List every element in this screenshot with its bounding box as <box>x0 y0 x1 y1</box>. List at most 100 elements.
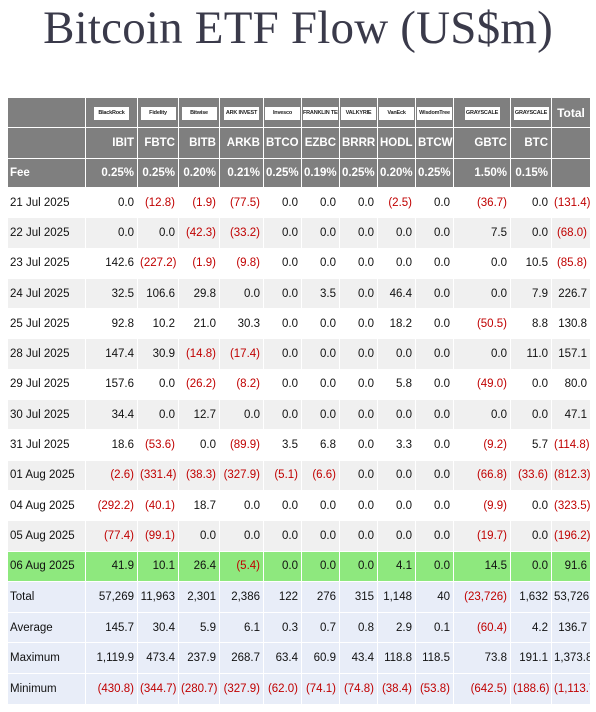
flow-value-cell: 0.0 <box>263 399 302 431</box>
flow-value-cell: 4.1 <box>377 550 416 582</box>
ticker-header: HODL <box>377 127 416 159</box>
total-cell: 91.6 <box>551 550 591 582</box>
flow-value-cell: 0.0 <box>415 338 454 370</box>
flow-value-cell: 0.3 <box>263 611 302 644</box>
flow-value-cell: 29.8 <box>178 277 220 310</box>
flow-value-cell: (77.4) <box>85 520 138 552</box>
flow-value-cell: 106.6 <box>137 277 179 310</box>
flow-value-cell: 0.0 <box>263 308 302 340</box>
flow-value-cell: (38.4) <box>377 673 416 706</box>
flow-value-cell: 34.4 <box>85 399 138 431</box>
flow-value-cell: (89.9) <box>219 429 264 461</box>
flow-value-cell: (2.5) <box>377 186 416 219</box>
flow-value-cell: 315 <box>339 580 378 613</box>
flow-row: 23 Jul 2025 142.6 (227.2) (1.9) (9.8) 0.0 0.0 0… <box>7 247 591 279</box>
flow-value-cell: (17.4) <box>219 338 264 370</box>
flow-value-cell: (38.3) <box>178 459 220 491</box>
flow-value-cell: 10.2 <box>137 308 179 340</box>
flow-row: 05 Aug 2025 (77.4) (99.1) 0.0 0.0 0.0 0.0 0.0 0.… <box>7 520 591 552</box>
flow-value-cell: (53.6) <box>137 429 179 461</box>
fee-cell: 1.50% <box>453 158 511 188</box>
flow-value-cell: 30.3 <box>219 308 264 340</box>
flow-row: 25 Jul 2025 92.8 10.2 21.0 30.3 0.0 0.0 0.0 18.2… <box>7 308 591 340</box>
ticker-header: BRRR <box>339 127 378 159</box>
flow-value-cell: 0.0 <box>301 550 340 582</box>
flow-value-cell: 0.0 <box>301 520 340 552</box>
date-cell: 24 Jul 2025 <box>7 277 86 310</box>
date-cell: 01 Aug 2025 <box>7 459 86 491</box>
flow-value-cell: 18.7 <box>178 489 220 522</box>
flow-value-cell: 191.1 <box>510 642 552 675</box>
flow-value-cell: (1.9) <box>178 186 220 219</box>
total-cell: (131.4) <box>551 186 591 219</box>
flow-value-cell: (5.4) <box>219 550 264 582</box>
flow-value-cell: (42.3) <box>178 217 220 249</box>
summary-label: Average <box>7 611 86 644</box>
flow-value-cell: 0.0 <box>85 217 138 249</box>
date-cell: 23 Jul 2025 <box>7 247 86 279</box>
flow-value-cell: (280.7) <box>178 673 220 706</box>
flow-value-cell: 5.7 <box>510 429 552 461</box>
flow-value-cell: 21.0 <box>178 308 220 340</box>
flow-row: 30 Jul 2025 34.4 0.0 12.7 0.0 0.0 0.0 0.0 0.0 0.0… <box>7 399 591 431</box>
flow-value-cell: 0.1 <box>415 611 454 644</box>
issuer-logo: VALKYRIE <box>341 106 376 120</box>
table-header: BlackRock Fidelity Bitwise ARK INVEST Invesc… <box>7 97 591 188</box>
flow-value-cell: 145.7 <box>85 611 138 644</box>
total-cell: (114.8) <box>551 429 591 461</box>
flow-value-cell: 10.1 <box>137 550 179 582</box>
header-blank <box>551 158 591 188</box>
date-cell: 25 Jul 2025 <box>7 308 86 340</box>
flow-value-cell: 0.0 <box>137 368 179 401</box>
flow-value-cell: 0.0 <box>339 429 378 461</box>
flow-value-cell: 0.0 <box>263 338 302 370</box>
flow-value-cell: (62.0) <box>263 673 302 706</box>
flow-value-cell: 118.5 <box>415 642 454 675</box>
total-cell: (85.8) <box>551 247 591 279</box>
flow-value-cell: 60.9 <box>301 642 340 675</box>
flow-value-cell: 147.4 <box>85 338 138 370</box>
flow-value-cell: (9.9) <box>453 489 511 522</box>
flow-value-cell: 0.0 <box>453 338 511 370</box>
flow-value-cell: 473.4 <box>137 642 179 675</box>
total-cell: 157.1 <box>551 338 591 370</box>
flow-value-cell: 0.0 <box>415 429 454 461</box>
ticker-header: GBTC <box>453 127 511 159</box>
flow-value-cell: 0.0 <box>339 247 378 279</box>
total-cell: 80.0 <box>551 368 591 401</box>
flow-value-cell: 0.0 <box>510 368 552 401</box>
page-title: Bitcoin ETF Flow (US$m) <box>43 2 553 54</box>
summary-row: Minimum (430.8) (344.7) (280.7) (327.9) (62.0… <box>7 673 591 706</box>
flow-value-cell: 0.0 <box>339 520 378 552</box>
ticker-row: IBIT FBTC BITB ARKB BTCO EZBC BRRR HODL BTCW GBTC… <box>7 127 591 159</box>
flow-row: 29 Jul 2025 157.6 0.0 (26.2) (8.2) 0.0 0.0 0.0 5… <box>7 368 591 401</box>
flow-value-cell: (26.2) <box>178 368 220 401</box>
flow-value-cell: 30.4 <box>137 611 179 644</box>
date-cell: 30 Jul 2025 <box>7 399 86 431</box>
flow-value-cell: 0.0 <box>178 429 220 461</box>
flow-value-cell: 0.0 <box>415 247 454 279</box>
date-cell: 28 Jul 2025 <box>7 338 86 370</box>
total-cell: (812.3) <box>551 459 591 491</box>
flow-row: 01 Aug 2025 (2.6) (331.4) (38.3) (327.9) (5.1… <box>7 459 591 491</box>
flow-value-cell: 0.0 <box>219 489 264 522</box>
flow-value-cell: 0.0 <box>301 186 340 219</box>
flow-value-cell: (49.0) <box>453 368 511 401</box>
date-cell: 29 Jul 2025 <box>7 368 86 401</box>
flow-value-cell: 0.0 <box>453 247 511 279</box>
flow-value-cell: 1,148 <box>377 580 416 613</box>
flow-value-cell: (2.6) <box>85 459 138 491</box>
flow-value-cell: 0.0 <box>377 520 416 552</box>
logo-row: BlackRock Fidelity Bitwise ARK INVEST Invesc… <box>7 97 591 128</box>
issuer-logo-cell: Fidelity <box>137 97 179 128</box>
flow-value-cell: 0.0 <box>377 399 416 431</box>
flow-value-cell: 0.0 <box>263 550 302 582</box>
issuer-logo: Invesco <box>265 106 300 120</box>
flow-value-cell: 5.9 <box>178 611 220 644</box>
flow-value-cell: 268.7 <box>219 642 264 675</box>
flow-value-cell: 0.0 <box>415 186 454 219</box>
flow-value-cell: 6.8 <box>301 429 340 461</box>
flow-value-cell: 0.0 <box>415 399 454 431</box>
issuer-logo-cell: WisdomTree <box>415 97 454 128</box>
issuer-logo: WisdomTree <box>417 106 452 120</box>
